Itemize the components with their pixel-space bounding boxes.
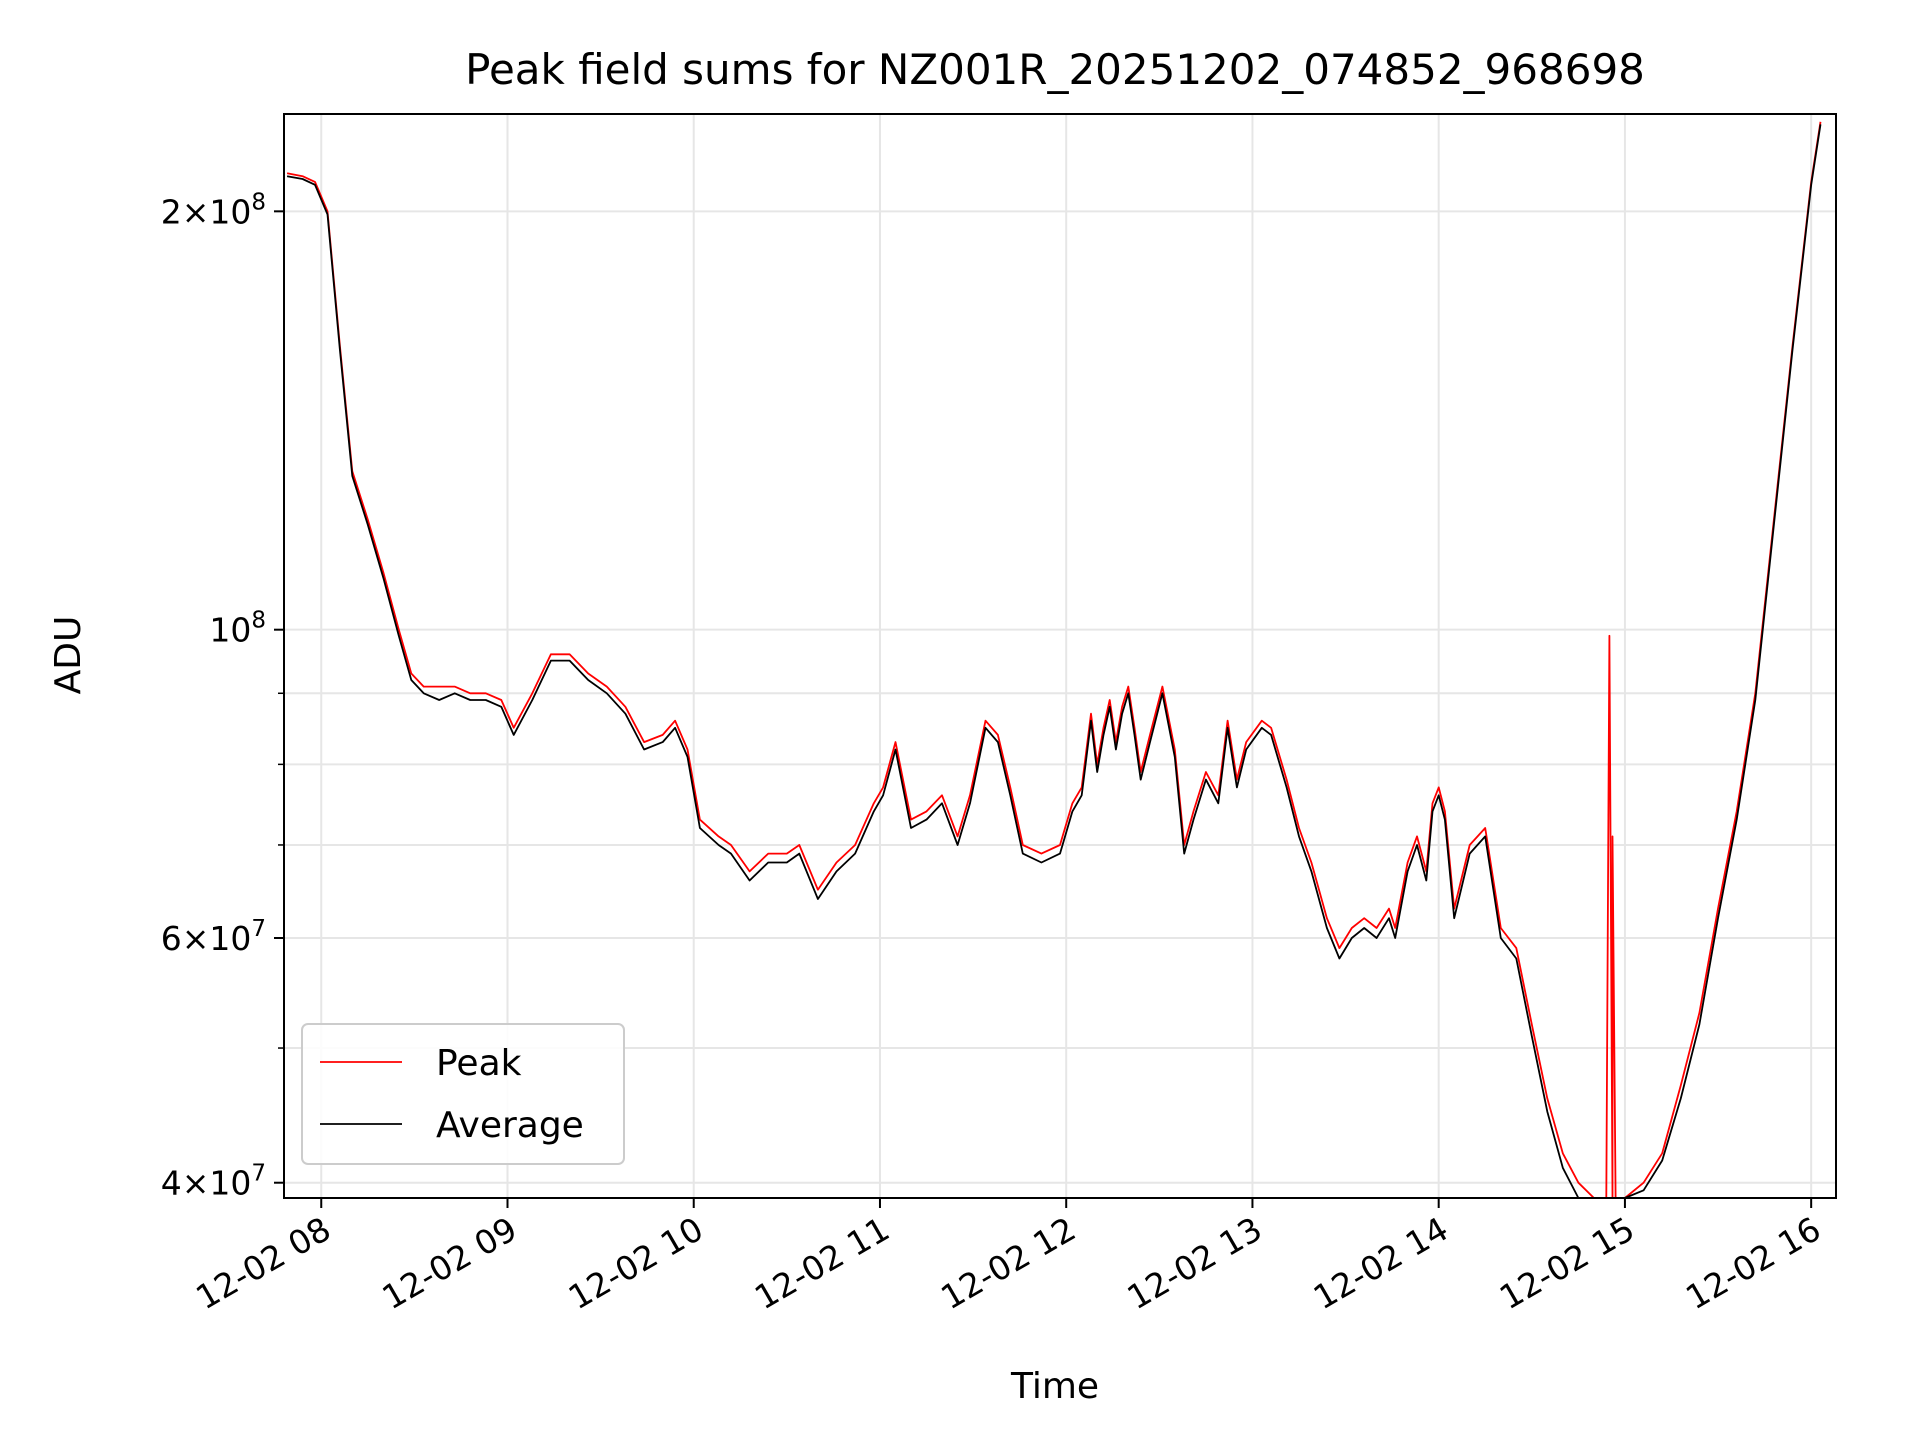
y-tick-exponent: 8 (251, 608, 266, 634)
legend-label: Peak (436, 1043, 522, 1084)
series-lines (286, 121, 1822, 1199)
grid (284, 114, 1836, 1198)
legend-box (301, 1023, 625, 1165)
y-tick-times-ten: ×10 (182, 192, 252, 231)
y-tick-mantissa: 2 (161, 192, 182, 231)
plot-area-frame (283, 113, 1837, 1199)
legend: Peak Average (301, 1023, 625, 1165)
y-tick-exponent: 7 (251, 1161, 266, 1187)
y-tick-mantissa: 6 (161, 919, 182, 958)
y-tick-ten: 10 (209, 611, 251, 650)
legend-label: Average (436, 1105, 584, 1146)
y-tick-label: 2×108 (161, 189, 266, 231)
y-tick-label: 6×107 (161, 916, 266, 958)
y-tick-exponent: 7 (251, 916, 266, 942)
y-tick-times-ten: ×10 (182, 1164, 252, 1203)
y-tick-label: 4×107 (161, 1161, 266, 1203)
y-tick-label: 108 (209, 608, 266, 650)
y-tick-mantissa: 4 (161, 1164, 182, 1203)
y-axis-label: ADU (48, 616, 89, 695)
series-line-peak (286, 121, 1822, 1199)
chart-title: Peak field sums for NZ001R_20251202_0748… (465, 45, 1645, 94)
series-line-average (286, 124, 1822, 1199)
x-axis-label: Time (1010, 1366, 1099, 1407)
y-tick-exponent: 8 (251, 189, 266, 215)
y-tick-times-ten: ×10 (182, 919, 252, 958)
